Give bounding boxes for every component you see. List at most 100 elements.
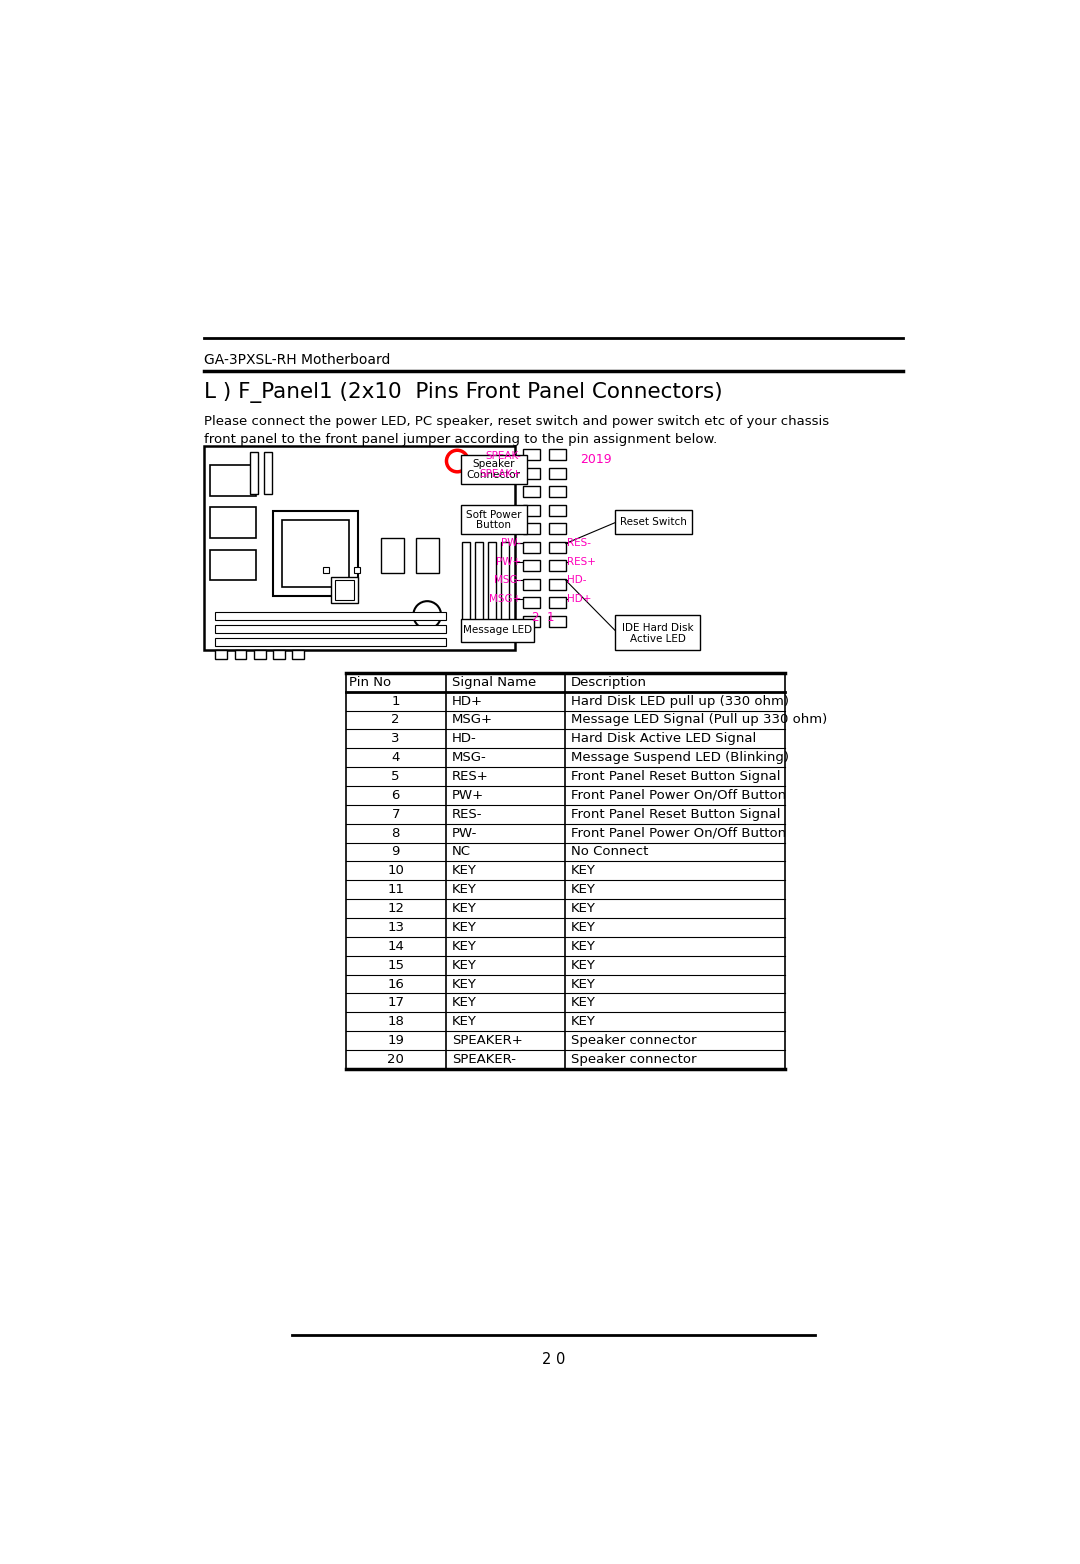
Text: Signal Name: Signal Name (451, 676, 536, 688)
Text: 15: 15 (387, 959, 404, 971)
Text: 2019: 2019 (580, 454, 612, 466)
Text: KEY: KEY (451, 865, 476, 877)
Text: PW+: PW+ (496, 557, 522, 566)
Text: 2: 2 (391, 713, 400, 726)
Text: 3: 3 (391, 732, 400, 746)
Text: 13: 13 (387, 921, 404, 934)
Text: 18: 18 (388, 1015, 404, 1028)
Bar (549, 579, 566, 590)
Text: Active LED: Active LED (630, 635, 686, 644)
Text: KEY: KEY (571, 940, 596, 952)
Text: IDE Hard Disk: IDE Hard Disk (622, 622, 693, 633)
Text: PW-: PW- (451, 827, 477, 840)
Text: KEY: KEY (571, 978, 596, 990)
Bar (273, 511, 357, 596)
Text: Front Panel Reset Button Signal: Front Panel Reset Button Signal (571, 807, 781, 821)
Text: Speaker: Speaker (473, 460, 515, 469)
Text: SPEAKER-: SPEAKER- (451, 1053, 516, 1067)
Text: 9: 9 (391, 846, 400, 859)
Text: KEY: KEY (571, 884, 596, 896)
Text: SPEAK+: SPEAK+ (480, 469, 522, 479)
Text: MSG+: MSG+ (489, 594, 522, 604)
Bar (501, 541, 509, 635)
Text: 16: 16 (388, 978, 404, 990)
Bar (549, 449, 566, 460)
Text: Speaker connector: Speaker connector (571, 1034, 697, 1048)
Text: front panel to the front panel jumper according to the pin assignment below.: front panel to the front panel jumper ac… (204, 433, 717, 446)
Bar (293, 649, 305, 658)
Text: Hard Disk Active LED Signal: Hard Disk Active LED Signal (571, 732, 756, 746)
Bar (216, 612, 446, 619)
Bar (216, 649, 227, 658)
Text: No Connect: No Connect (571, 846, 649, 859)
Text: PW+: PW+ (451, 788, 484, 802)
Bar (616, 510, 692, 535)
Bar (523, 468, 540, 479)
Text: KEY: KEY (451, 996, 476, 1009)
Bar (251, 452, 258, 494)
Bar (523, 524, 540, 535)
Text: 6: 6 (391, 788, 400, 802)
Text: KEY: KEY (571, 1015, 596, 1028)
Text: Please connect the power LED, PC speaker, reset switch and power switch etc of y: Please connect the power LED, PC speaker… (204, 414, 829, 429)
Bar (549, 505, 566, 516)
Bar (461, 505, 527, 535)
Text: KEY: KEY (451, 1015, 476, 1028)
Bar (523, 541, 540, 552)
Text: Front Panel Reset Button Signal: Front Panel Reset Button Signal (571, 769, 781, 784)
Text: Message LED Signal (Pull up 330 ohm): Message LED Signal (Pull up 330 ohm) (571, 713, 827, 726)
Bar (549, 486, 566, 497)
Bar (488, 541, 496, 635)
Bar (323, 566, 329, 572)
Bar (264, 452, 272, 494)
Bar (523, 616, 540, 627)
Text: Button: Button (476, 521, 511, 530)
Text: KEY: KEY (571, 865, 596, 877)
Bar (461, 455, 527, 485)
Text: Reset Switch: Reset Switch (620, 516, 687, 527)
Text: KEY: KEY (571, 921, 596, 934)
Text: RES+: RES+ (567, 557, 596, 566)
Text: 19: 19 (388, 1034, 404, 1048)
Bar (381, 538, 404, 572)
Text: L ) F_Panel1 (2x10  Pins Front Panel Connectors): L ) F_Panel1 (2x10 Pins Front Panel Conn… (204, 382, 723, 402)
Bar (416, 538, 438, 572)
Bar (616, 615, 700, 649)
Text: KEY: KEY (451, 959, 476, 971)
Bar (462, 541, 470, 635)
Text: MSG-: MSG- (494, 576, 522, 585)
Text: Message Suspend LED (Blinking): Message Suspend LED (Blinking) (571, 751, 789, 765)
Text: KEY: KEY (451, 921, 476, 934)
Text: KEY: KEY (451, 884, 476, 896)
Text: 17: 17 (387, 996, 404, 1009)
Text: GA-3PXSL-RH Motherboard: GA-3PXSL-RH Motherboard (204, 353, 390, 368)
Bar (211, 549, 256, 580)
Text: Pin No: Pin No (350, 676, 392, 688)
Text: KEY: KEY (571, 902, 596, 915)
Bar (354, 566, 361, 572)
Bar (254, 649, 266, 658)
Bar (549, 616, 566, 627)
Bar (549, 524, 566, 535)
Text: KEY: KEY (451, 978, 476, 990)
Bar (211, 465, 256, 496)
Bar (523, 505, 540, 516)
Text: 7: 7 (391, 807, 400, 821)
Bar (216, 638, 446, 646)
Bar (211, 507, 256, 538)
Text: RES+: RES+ (451, 769, 488, 784)
Bar (330, 577, 357, 604)
Text: Soft Power: Soft Power (467, 510, 522, 519)
Text: Description: Description (571, 676, 647, 688)
Text: RES-: RES- (451, 807, 483, 821)
Bar (523, 579, 540, 590)
Bar (549, 560, 566, 571)
Bar (216, 626, 446, 633)
Text: NC: NC (451, 846, 471, 859)
Text: 1: 1 (391, 694, 400, 707)
Bar (523, 486, 540, 497)
Bar (549, 468, 566, 479)
Text: SPEAK-: SPEAK- (485, 450, 522, 461)
Text: KEY: KEY (451, 940, 476, 952)
Text: Message LED: Message LED (463, 626, 532, 635)
